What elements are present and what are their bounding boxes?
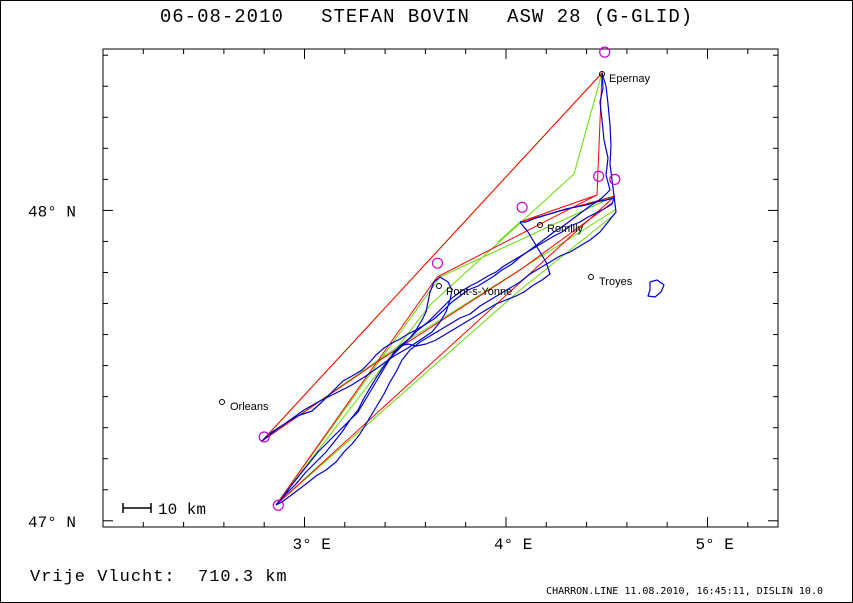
city-pont-s-yonne: Pont-s-Yonne <box>436 283 512 298</box>
turnpoint-marker <box>258 431 270 443</box>
flight-track <box>261 72 665 506</box>
y-tick-label: 48° N <box>28 203 76 221</box>
credits-line: CHARRON.LINE 11.08.2010, 16:45:11, DISLI… <box>546 586 823 597</box>
city-troyes: Troyes <box>588 274 633 288</box>
city-label-troyes: Troyes <box>599 276 633 288</box>
city-romilly: Romilly <box>537 222 584 235</box>
route-lines-red <box>261 71 616 506</box>
turnpoint-marker <box>609 173 621 185</box>
x-tick-label: 3° E <box>292 536 330 554</box>
free-flight-distance: Vrije Vlucht: 710.3 km <box>30 568 288 587</box>
plot-frame <box>102 48 779 528</box>
city-label-orleans: Orleans <box>230 401 269 413</box>
turnpoint-marker <box>593 170 605 182</box>
turnpoint-marker <box>516 201 528 213</box>
scale-bar <box>122 503 152 513</box>
turnpoint-markers <box>258 46 621 511</box>
page-title: 06-08-2010 STEFAN BOVIN ASW 28 (G-GLID) <box>159 6 694 28</box>
route-lines-green <box>261 72 616 506</box>
axis-labels: 3° E 4° E 5° E 47° N 48° N <box>28 203 734 554</box>
axis-ticks <box>103 49 778 527</box>
city-label-pont-s-yonne: Pont-s-Yonne <box>446 286 512 298</box>
city-epernay: Epernay <box>599 71 650 85</box>
x-tick-label: 5° E <box>695 536 733 554</box>
turnpoint-marker <box>431 257 444 269</box>
turnpoint-marker <box>599 46 611 58</box>
city-orleans: Orleans <box>219 399 269 413</box>
scale-bar-label: 10 km <box>158 501 206 519</box>
city-label-epernay: Epernay <box>609 73 650 85</box>
x-tick-label: 4° E <box>494 536 532 554</box>
y-tick-label: 47° N <box>28 514 76 532</box>
turnpoint-marker <box>272 499 284 511</box>
city-label-romilly: Romilly <box>547 223 584 235</box>
